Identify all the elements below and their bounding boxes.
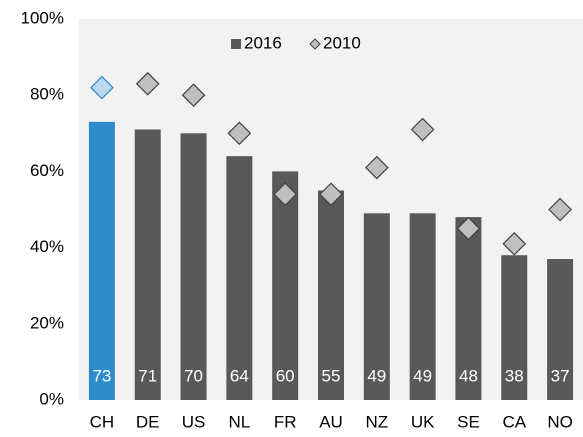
y-tick-label: 0% [39,389,64,408]
bar [455,217,482,400]
value-label: 49 [367,366,386,385]
bar [409,213,436,400]
legend-label: 2016 [244,33,282,52]
value-label: 60 [276,366,295,385]
bar [88,121,115,401]
y-tick-label: 40% [30,237,64,256]
marker [227,121,252,146]
x-tick-label: NO [547,412,573,431]
x-tick-label: NZ [365,412,388,431]
marker [273,182,298,207]
marker [456,216,481,241]
marker [135,71,160,96]
bar [501,255,528,400]
value-label: 49 [413,366,432,385]
bar [226,156,253,400]
marker [319,182,343,207]
y-tick-label: 20% [30,313,64,332]
legend-label: 2010 [323,33,361,52]
x-tick-label: CH [90,412,115,431]
x-tick-label: CA [502,412,526,431]
bar [134,129,161,401]
x-tick-label: AU [319,412,343,431]
x-tick-label: FR [274,412,297,431]
legend-swatch [309,38,321,50]
marker [90,75,114,100]
marker [364,155,389,180]
bar [363,213,390,400]
bar [318,190,344,400]
value-label: 71 [138,366,157,385]
x-tick-label: NL [228,412,250,431]
bar [272,171,299,400]
y-tick-label: 80% [30,85,64,104]
x-tick-label: DE [136,412,160,431]
marker [410,117,435,142]
bar [180,133,207,401]
y-tick-label: 60% [30,161,64,180]
value-label: 70 [184,366,203,385]
x-tick-label: SE [457,412,480,431]
value-label: 64 [230,366,249,385]
value-label: 55 [322,366,341,385]
legend-swatch [231,39,241,49]
marker [548,197,572,222]
marker [181,83,206,108]
x-tick-label: UK [411,412,435,431]
value-label: 38 [505,366,524,385]
x-tick-label: US [182,412,206,431]
y-tick-label: 100% [21,8,64,27]
value-label: 73 [92,366,111,385]
marker [502,231,527,256]
value-label: 37 [551,366,570,385]
bar [547,259,574,400]
value-label: 48 [459,366,478,385]
